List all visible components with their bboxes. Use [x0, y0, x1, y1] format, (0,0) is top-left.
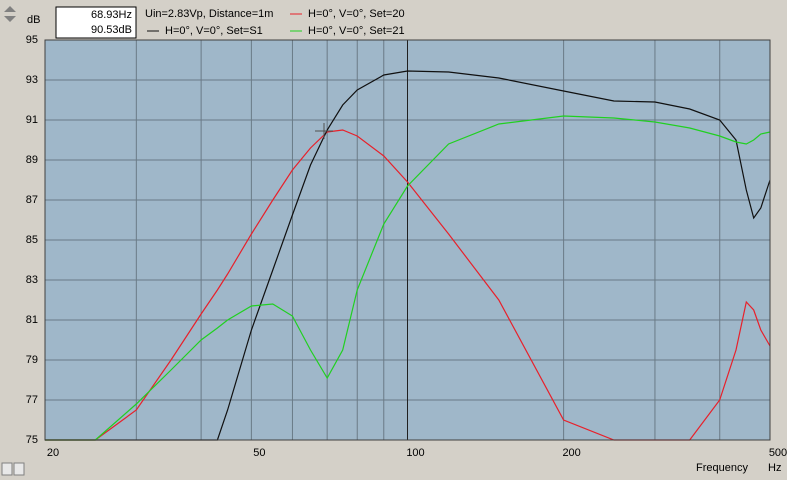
y-tick-label: 81 — [26, 314, 38, 326]
y-tick-label: 83 — [26, 274, 38, 286]
x-tick-label: 50 — [253, 447, 265, 459]
y-tick-label: 75 — [26, 434, 38, 446]
cursor — [315, 123, 333, 139]
series-line — [45, 115, 771, 441]
readout-box — [55, 6, 137, 39]
readout-freq: 68.93Hz — [91, 9, 132, 21]
scroll-arrows[interactable] — [4, 6, 16, 22]
plot-border — [44, 39, 771, 441]
x-tick-label: 100 — [406, 447, 424, 459]
x-tick-label: 500 — [769, 447, 787, 459]
y-tick-label: 85 — [26, 234, 38, 246]
info: Uin=2.83Vp, Distance=1m — [145, 8, 273, 20]
y-tick-label: 95 — [26, 34, 38, 46]
legend-label: H=0°, V=0°, Set=S1 — [165, 25, 263, 37]
y-tick-label: 87 — [26, 194, 38, 206]
icon[interactable] — [1, 462, 13, 476]
icon[interactable] — [13, 462, 25, 476]
x-tick-label: 20 — [47, 447, 59, 459]
x-tick-label: 200 — [562, 447, 580, 459]
y-tick-label: 93 — [26, 74, 38, 86]
legend-label: H=0°, V=0°, Set=20 — [308, 8, 405, 20]
grid — [45, 39, 770, 441]
y-tick-label: 77 — [26, 394, 38, 406]
y-tick-label: 91 — [26, 114, 38, 126]
x-axis-label: Frequency — [696, 462, 748, 474]
y-tick-label: 89 — [26, 154, 38, 166]
legend-label: H=0°, V=0°, Set=21 — [308, 25, 405, 37]
series-line — [45, 129, 771, 441]
readout-db: 90.53dB — [91, 24, 132, 36]
x-unit: Hz — [768, 462, 781, 474]
y-tick-label: 79 — [26, 354, 38, 366]
y-axis-label: dB — [27, 14, 40, 26]
